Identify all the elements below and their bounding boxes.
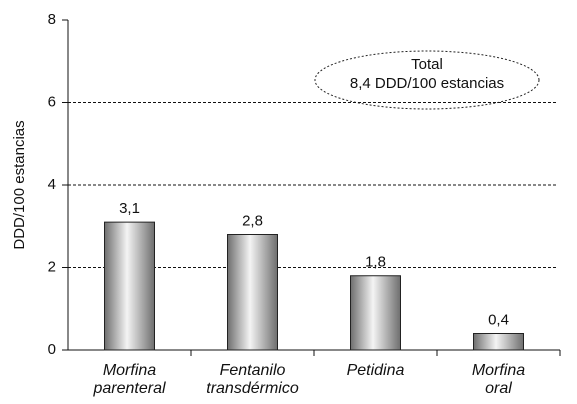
y-tick-label: 0 [48, 341, 56, 358]
x-tick-label: Petidina [347, 362, 405, 379]
bar [473, 333, 524, 351]
annotation-ellipse [314, 50, 540, 110]
bar [227, 234, 278, 351]
x-tick-label: Fentanilo [220, 362, 286, 379]
data-label: 1,8 [365, 254, 386, 271]
bar [104, 221, 155, 351]
annotation: Total [411, 56, 443, 73]
data-label: 3,1 [119, 200, 140, 217]
y-tick-label: 6 [48, 93, 56, 110]
x-tick-label: Morfina [472, 362, 525, 379]
annotation: 8,4 DDD/100 estancias [350, 75, 504, 92]
y-tick-label: 8 [48, 11, 56, 28]
data-label: 2,8 [242, 212, 263, 229]
data-label: 0,4 [488, 311, 509, 328]
x-tick-label: oral [485, 380, 512, 397]
x-tick-label: parenteral [92, 380, 165, 397]
y-tick-label: 2 [48, 258, 56, 275]
y-tick-label: 4 [48, 176, 56, 193]
x-tick-label: transdérmico [206, 380, 299, 397]
bar [350, 275, 401, 351]
x-tick-label: Morfina [103, 362, 156, 379]
y-axis-label: DDD/100 estancias [11, 120, 28, 249]
